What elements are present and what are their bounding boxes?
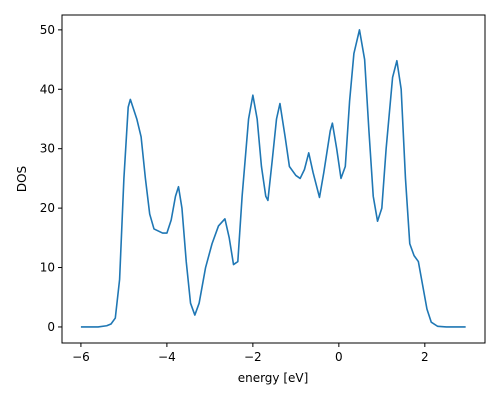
x-tick-label: 0 bbox=[335, 350, 343, 364]
x-axis-label: energy [eV] bbox=[238, 371, 309, 385]
y-tick-label: 20 bbox=[40, 201, 55, 215]
x-tick-label: −2 bbox=[244, 350, 262, 364]
y-tick-label: 50 bbox=[40, 23, 55, 37]
y-tick-label: 40 bbox=[40, 82, 55, 96]
x-tick-label: 2 bbox=[421, 350, 429, 364]
x-tick-label: −6 bbox=[72, 350, 90, 364]
data-line bbox=[80, 29, 466, 328]
plot-frame bbox=[61, 14, 486, 344]
x-tick-label: −4 bbox=[158, 350, 176, 364]
y-tick-label: 0 bbox=[47, 320, 55, 334]
y-tick-label: 10 bbox=[40, 261, 55, 275]
y-axis-label: DOS bbox=[15, 166, 29, 192]
y-tick-label: 30 bbox=[40, 142, 55, 156]
